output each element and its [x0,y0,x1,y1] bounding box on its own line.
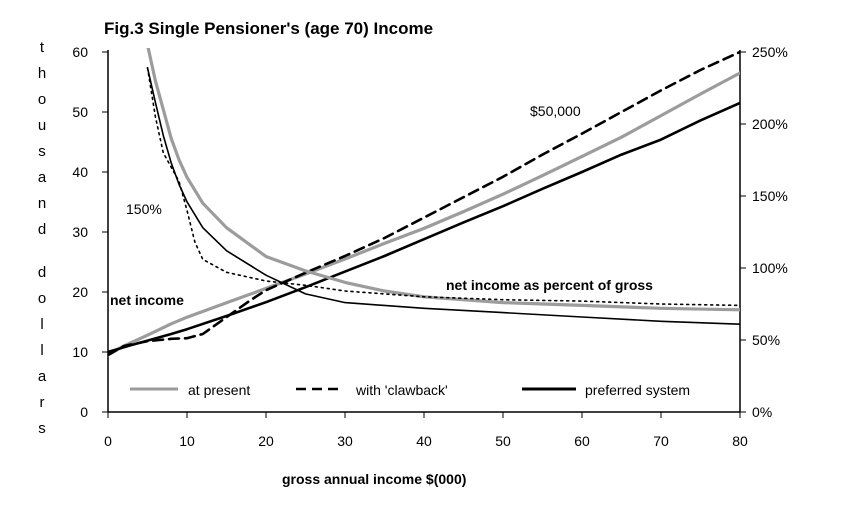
plot-area [108,48,740,357]
series-at-present-percent-line [146,48,740,312]
axes [102,50,746,418]
y-axis-label-char: n [38,195,46,212]
series-preferred-system-line [108,101,740,354]
legend-label-with-clawback: with 'clawback' [355,382,448,398]
series-at-present-line [108,71,740,357]
annotation-50000: $50,000 [530,103,581,119]
x-tick-label: 30 [337,433,353,449]
y2-tick-label: 250% [752,44,788,60]
y-axis-label-char: l [40,342,43,359]
y-axis-label-char: a [38,169,47,186]
x-tick-label: 80 [732,433,748,449]
legend-label-preferred-system: preferred system [585,382,690,398]
y-axis-label-char: r [40,394,45,411]
y-axis-label-char: s [38,420,46,437]
annotation-net-income: net income [110,292,184,308]
series-preferred-system-percent-line [146,67,740,326]
y-tick-label: 20 [72,284,88,300]
series-with-clawback-line [108,50,740,357]
x-tick-label: 20 [258,433,274,449]
y-tick-label: 60 [72,44,88,60]
y2-tick-label: 200% [752,116,788,132]
y-tick-label: 30 [72,224,88,240]
y-tick-label: 0 [80,404,88,420]
legend-label-at-present: at present [188,382,250,398]
y2-tick-label: 150% [752,188,788,204]
y-axis-label-char: o [38,91,46,108]
y-axis-label-char: d [38,264,46,281]
x-tick-label: 50 [495,433,511,449]
y-axis-label-char: d [38,221,46,238]
y-tick-label: 10 [72,344,88,360]
y-axis-label-char: t [40,39,45,56]
x-axis-label: gross annual income $(000) [282,471,466,487]
y-axis-label-char: h [38,65,46,82]
x-tick-labels: 0 10 20 30 40 50 60 70 80 [104,433,748,449]
y-tick-label: 50 [72,104,88,120]
x-tick-label: 10 [179,433,195,449]
y2-tick-label: 50% [752,332,780,348]
y-axis-label-char: s [38,143,46,160]
chart-title: Fig.3 Single Pensioner's (age 70) Income [104,19,433,38]
x-tick-label: 40 [416,433,432,449]
legend: at present with 'clawback' preferred sys… [130,382,690,398]
annotation-net-percent: net income as percent of gross [446,277,653,293]
y-tick-labels: 0 10 20 30 40 50 60 [72,44,88,420]
annotation-150-percent: 150% [126,201,162,217]
y2-tick-label: 100% [752,260,788,276]
y2-tick-labels: 0% 50% 100% 150% 200% 250% [752,44,788,420]
x-tick-label: 0 [104,433,112,449]
y2-tick-label: 0% [752,404,772,420]
series-with-clawback-percent-line [146,67,740,307]
y-axis-label-char: u [38,117,46,134]
y-axis-label-char: a [38,368,47,385]
x-tick-label: 70 [653,433,669,449]
y-axis-label-char: o [38,290,46,307]
y-tick-label: 40 [72,164,88,180]
y-axis-label-char: l [40,316,43,333]
x-tick-label: 60 [574,433,590,449]
